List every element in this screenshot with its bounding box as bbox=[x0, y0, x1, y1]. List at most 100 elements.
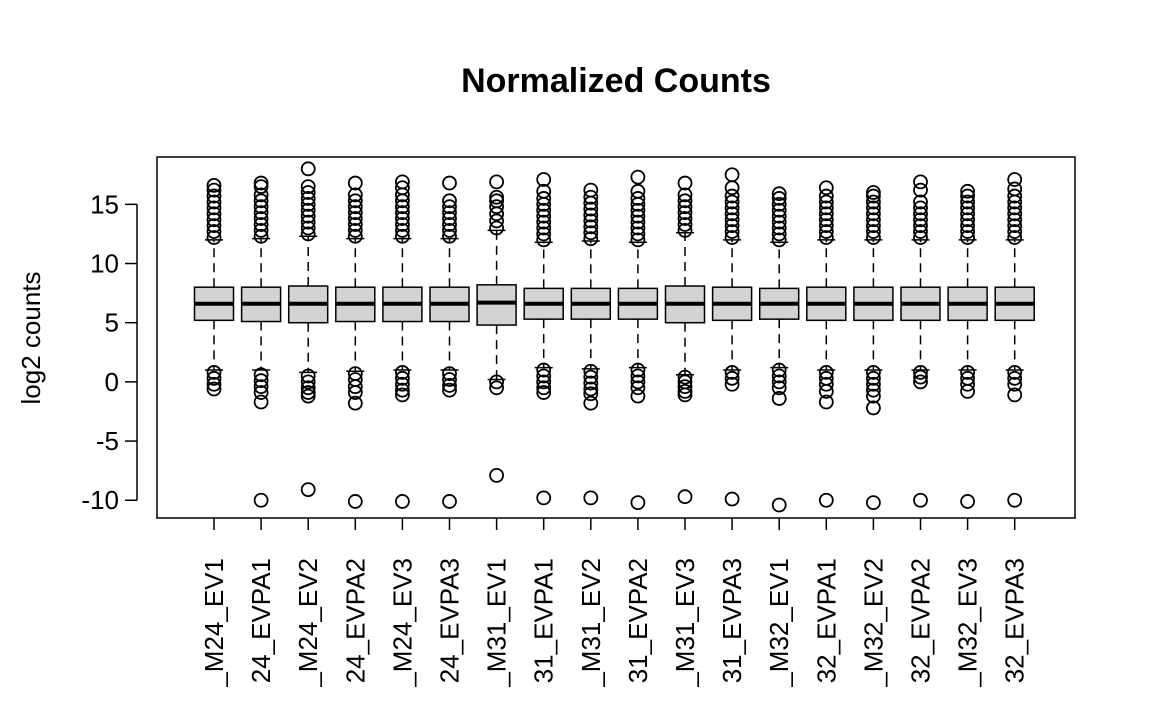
outlier-point bbox=[677, 193, 693, 209]
x-tick-label: 32_EVPA2 bbox=[906, 558, 936, 683]
outlier-point bbox=[300, 214, 316, 230]
outlier-point bbox=[394, 211, 410, 226]
outlier-point bbox=[818, 212, 834, 228]
outlier-point bbox=[1007, 212, 1023, 228]
outlier-point bbox=[536, 183, 552, 199]
outlier-point bbox=[724, 200, 740, 216]
x-tick-label: _M31_EV2 bbox=[576, 558, 606, 688]
outlier-point bbox=[536, 368, 552, 384]
outlier-point bbox=[960, 383, 975, 399]
outlier-point bbox=[300, 482, 316, 497]
outlier-point bbox=[206, 200, 222, 216]
outlier-point bbox=[630, 220, 646, 236]
outlier-point bbox=[300, 368, 316, 384]
outlier-point bbox=[913, 206, 928, 222]
outlier-point bbox=[394, 222, 410, 238]
outlier-point bbox=[724, 194, 740, 210]
outlier-point bbox=[913, 369, 928, 385]
x-tick-label: _M32_EV3 bbox=[953, 558, 983, 688]
outlier-point bbox=[253, 379, 269, 395]
outlier-point bbox=[536, 226, 552, 242]
outlier-point bbox=[771, 226, 787, 242]
outlier-point bbox=[536, 202, 552, 218]
outlier-point bbox=[206, 230, 222, 245]
outlier-point bbox=[630, 495, 646, 511]
outlier-point bbox=[677, 217, 693, 232]
outlier-point bbox=[771, 232, 787, 248]
outlier-point bbox=[347, 222, 363, 238]
outlier-point bbox=[394, 174, 410, 190]
outlier-point bbox=[630, 362, 646, 378]
x-tick-label: _M24_EV1 bbox=[199, 558, 229, 688]
outlier-point bbox=[489, 213, 505, 229]
outlier-point bbox=[818, 194, 834, 210]
plot-frame bbox=[156, 156, 1076, 519]
x-tick-label: _M31_EV1 bbox=[482, 558, 512, 688]
outlier-point bbox=[583, 207, 599, 223]
outlier-point bbox=[913, 374, 928, 390]
outlier-point bbox=[1007, 200, 1023, 216]
outlier-point bbox=[489, 174, 505, 190]
outlier-point bbox=[866, 376, 881, 392]
outlier-point bbox=[583, 219, 599, 235]
outlier-point bbox=[394, 205, 410, 221]
outlier-point bbox=[442, 211, 457, 226]
outlier-point bbox=[300, 161, 316, 177]
outlier-point bbox=[206, 194, 222, 210]
outlier-point bbox=[913, 200, 928, 216]
outlier-point bbox=[536, 172, 552, 187]
box-10 bbox=[617, 169, 659, 511]
outlier-point bbox=[300, 202, 316, 218]
outlier-point bbox=[630, 226, 646, 242]
box-12 bbox=[711, 167, 753, 507]
outlier-point bbox=[771, 196, 787, 212]
outlier-point bbox=[583, 213, 599, 229]
outlier-point bbox=[630, 388, 646, 404]
outlier-point bbox=[442, 378, 457, 393]
outlier-point bbox=[253, 385, 269, 400]
outlier-point bbox=[818, 383, 834, 399]
outlier-point bbox=[394, 365, 410, 380]
outlier-point bbox=[771, 208, 787, 224]
outlier-point bbox=[253, 228, 269, 244]
outlier-point bbox=[1007, 188, 1023, 204]
x-tick-label: _M24_EV3 bbox=[387, 558, 417, 688]
outlier-point bbox=[253, 492, 269, 508]
outlier-point bbox=[724, 230, 740, 245]
outlier-point bbox=[913, 212, 928, 228]
outlier-point bbox=[818, 200, 834, 216]
box-14 bbox=[806, 180, 847, 508]
outlier-point bbox=[1007, 172, 1023, 187]
outlier-point bbox=[724, 376, 740, 392]
x-tick-label: 31_EVPA3 bbox=[717, 558, 747, 683]
outlier-point bbox=[866, 365, 881, 380]
outlier-point bbox=[677, 175, 693, 191]
x-tick-label: 32_EVPA3 bbox=[1000, 558, 1030, 683]
outlier-point bbox=[630, 374, 646, 390]
outlier-point bbox=[724, 491, 740, 507]
outlier-point bbox=[583, 189, 599, 205]
x-tick-label: 31_EVPA1 bbox=[529, 558, 559, 683]
outlier-point bbox=[630, 208, 646, 224]
outlier-point bbox=[818, 492, 834, 508]
outlier-point bbox=[394, 370, 410, 386]
outlier-point bbox=[913, 365, 928, 380]
outlier-point bbox=[724, 218, 740, 234]
outlier-point bbox=[394, 387, 410, 403]
box-18 bbox=[994, 172, 1035, 508]
outlier-point bbox=[489, 199, 505, 215]
outlier-point bbox=[866, 185, 881, 200]
outlier-point bbox=[771, 202, 787, 218]
outlier-point bbox=[442, 175, 457, 191]
outlier-point bbox=[724, 212, 740, 228]
outlier-point bbox=[206, 178, 222, 193]
y-tick-label: 15 bbox=[90, 189, 119, 219]
outlier-point bbox=[583, 395, 599, 411]
box-8 bbox=[523, 172, 564, 506]
outlier-point bbox=[960, 230, 975, 245]
outlier-point bbox=[442, 382, 457, 398]
outlier-point bbox=[347, 193, 363, 209]
outlier-point bbox=[347, 385, 363, 400]
outlier-point bbox=[677, 222, 693, 238]
outlier-point bbox=[771, 497, 787, 513]
